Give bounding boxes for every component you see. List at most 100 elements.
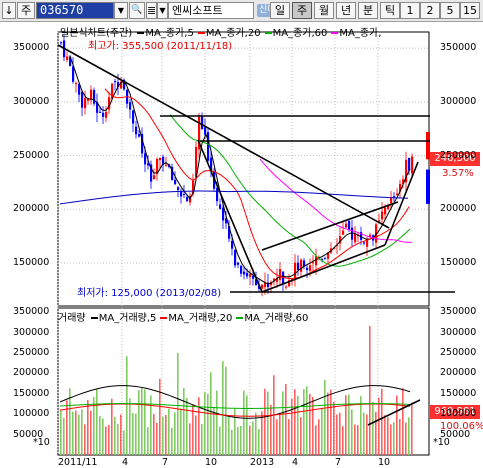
volume-bar — [99, 415, 101, 455]
candle-body — [153, 175, 156, 180]
candle-body — [399, 183, 402, 192]
candle-body — [252, 275, 255, 279]
volume-bar — [264, 388, 266, 455]
candle-body — [348, 220, 351, 230]
price-y-tick-l-4: 150000 — [13, 257, 50, 269]
candle-body — [195, 147, 198, 178]
candle-body — [180, 190, 183, 197]
price-y-tick-l-0: 350000 — [13, 42, 50, 54]
list-dropdown-icon[interactable]: ▼ — [157, 2, 168, 19]
volume-bar — [129, 398, 131, 455]
price-y-tick-r-4: 150000 — [440, 257, 477, 269]
candle-body — [306, 267, 309, 270]
period-button-3[interactable]: 년 — [336, 2, 356, 19]
candle-body — [351, 227, 354, 240]
volume-bar — [75, 410, 77, 455]
volume-bar — [360, 396, 362, 455]
period-button-5[interactable]: 틱 — [380, 2, 400, 19]
candle-body — [156, 158, 159, 175]
volume-bar — [399, 419, 401, 455]
candle-body — [384, 207, 387, 215]
candle-body — [150, 164, 153, 182]
volume-bar — [90, 410, 92, 455]
candle-body — [141, 133, 144, 154]
volume-legend-item-1: MA_거래량,20 — [160, 313, 234, 324]
candle-body — [105, 111, 108, 118]
period-button-6[interactable]: 1 — [400, 2, 420, 19]
candle-body — [363, 242, 366, 244]
volume-bar — [300, 417, 302, 455]
x-tick-4: 2013 — [250, 457, 275, 468]
volume-bar — [369, 326, 371, 455]
volume-bar — [384, 415, 386, 455]
volume-bar — [279, 412, 281, 455]
candle-body — [72, 66, 75, 82]
search-icon[interactable]: 🔍 — [129, 2, 145, 19]
candle-body — [198, 116, 201, 150]
candle-body — [345, 223, 348, 228]
candle-body — [186, 197, 189, 201]
volume-bar — [159, 378, 161, 455]
candle-body — [324, 258, 327, 260]
list-icon[interactable]: ≣ — [146, 2, 157, 19]
candle-body — [216, 188, 219, 202]
candle-body — [270, 281, 273, 286]
period-button-8[interactable]: 5 — [440, 2, 460, 19]
volume-bar — [309, 393, 311, 455]
volume-bar — [60, 410, 62, 455]
candle-body — [174, 179, 177, 185]
volume-ma5-line — [59, 385, 411, 419]
volume-bar — [366, 414, 368, 455]
candle-body — [300, 259, 303, 272]
ma5-line — [69, 56, 411, 285]
period-button-7[interactable]: 2 — [420, 2, 440, 19]
volume-bar — [84, 424, 86, 455]
candle-body — [225, 218, 228, 224]
period-button-1[interactable]: 주 — [292, 2, 312, 19]
candle-body — [228, 226, 231, 239]
volume-y-tick-l-1: 300000 — [13, 326, 50, 338]
candle-body — [261, 284, 264, 289]
volume-bar — [162, 416, 164, 455]
period-button-4[interactable]: 분 — [358, 2, 378, 19]
candle-body — [246, 272, 249, 277]
candle-body — [90, 89, 93, 100]
candle-body — [360, 232, 363, 240]
arrow-down-button[interactable]: ↓ — [2, 2, 16, 19]
candle-body — [375, 224, 378, 243]
period-button-2[interactable]: 월 — [314, 2, 334, 19]
volume-bar — [378, 397, 380, 455]
candle-body — [75, 83, 78, 85]
candle-body — [231, 241, 234, 249]
candle-body — [393, 196, 396, 198]
last-candle-up — [426, 131, 430, 160]
volume-legend-title: 거래량 — [58, 313, 86, 324]
volume-bar — [339, 412, 341, 455]
code-dropdown-icon[interactable]: ▼ — [114, 2, 128, 19]
volume-bar — [174, 412, 176, 455]
candle-body — [84, 98, 87, 109]
volume-y-tick-r-0: 350000 — [440, 306, 477, 318]
volume-bar — [348, 394, 350, 455]
volume-bar — [114, 416, 116, 455]
candle-body — [87, 98, 90, 101]
candle-body — [129, 102, 132, 110]
volume-bar — [219, 426, 221, 455]
candle-body — [171, 166, 174, 181]
stock-code-input[interactable]: 036570 — [36, 2, 114, 19]
period-button-0[interactable]: 일 — [270, 2, 290, 19]
volume-bar — [327, 392, 329, 455]
price-legend-item-1: MA_종가,20 — [197, 28, 263, 39]
market-button[interactable]: 주 — [17, 2, 35, 19]
volume-bar — [234, 408, 236, 455]
volume-bar — [351, 409, 353, 455]
candle-body — [309, 265, 312, 271]
volume-bar — [237, 426, 239, 455]
price-y-tick-r-1: 300000 — [440, 95, 477, 107]
price-y-tick-l-1: 300000 — [13, 95, 50, 107]
candle-body — [369, 234, 372, 237]
volume-bar — [345, 395, 347, 455]
period-button-9[interactable]: 15 — [460, 2, 480, 19]
candle-body — [66, 56, 69, 60]
volume-bar — [108, 424, 110, 455]
